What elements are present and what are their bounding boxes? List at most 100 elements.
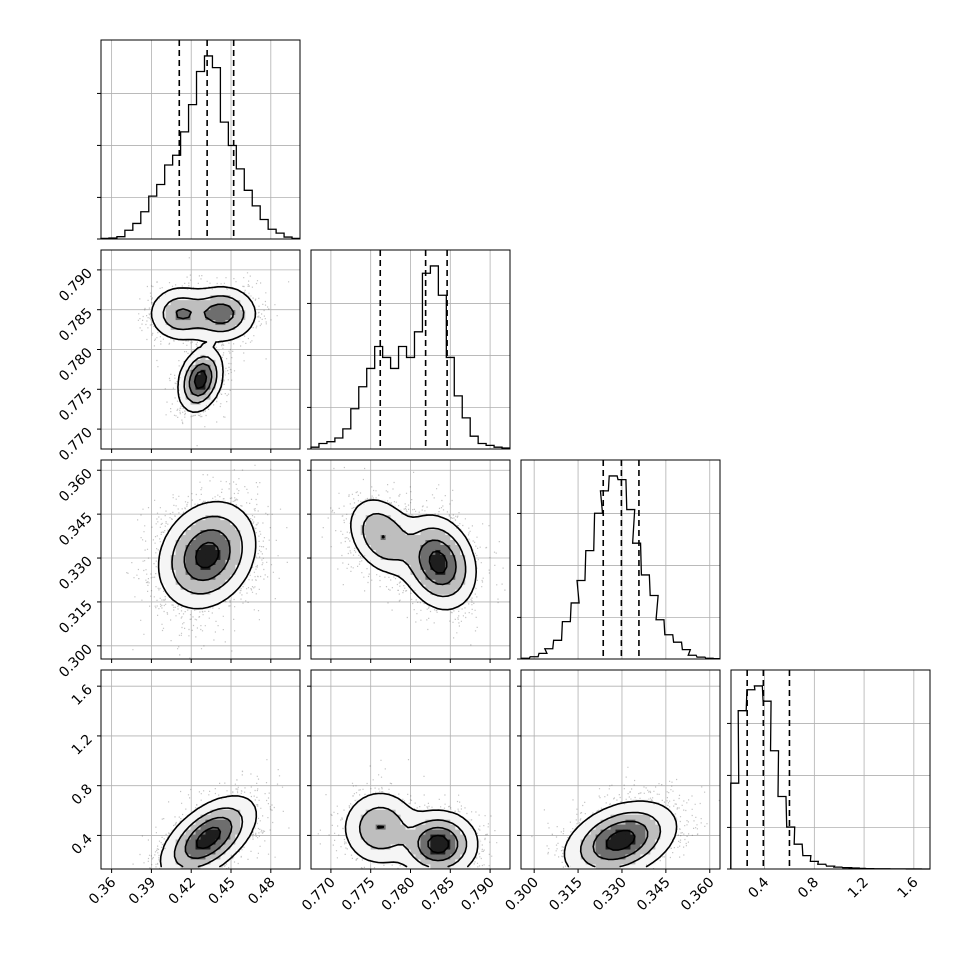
- density-cell: [435, 514, 441, 521]
- density-cell: [425, 519, 431, 526]
- density-cell: [230, 829, 236, 835]
- density-cell: [195, 549, 201, 555]
- density-cell: [420, 519, 426, 526]
- density-cell: [205, 819, 211, 825]
- density-cell: [240, 534, 246, 541]
- density-cell: [350, 819, 357, 825]
- density-cell: [465, 579, 471, 585]
- density-cell: [440, 824, 446, 830]
- y-tick-label-3-2: 1.2: [69, 731, 96, 758]
- density-cell: [400, 819, 406, 825]
- density-cell: [225, 504, 231, 511]
- density-cell: [645, 854, 651, 860]
- density-cell: [435, 569, 441, 575]
- density-cell: [240, 294, 246, 301]
- density-cell: [635, 834, 641, 840]
- density-cell: [190, 394, 196, 400]
- density-cell: [220, 544, 226, 550]
- density-cell: [180, 824, 186, 830]
- histogram-2: [520, 475, 720, 660]
- density-cell: [160, 299, 167, 306]
- density-cell: [210, 799, 216, 805]
- density-cell: [430, 569, 436, 575]
- density-cell: [445, 599, 451, 605]
- density-cell: [580, 864, 587, 869]
- density-cell: [175, 334, 182, 340]
- density-cell: [455, 549, 461, 555]
- density-cell: [655, 834, 661, 840]
- density-cell: [185, 374, 191, 380]
- density-cell: [225, 584, 231, 590]
- density-cell: [225, 809, 231, 815]
- density-cell: [175, 329, 182, 335]
- density-cell: [360, 514, 367, 521]
- density-cell: [235, 829, 241, 835]
- density-cell: [415, 819, 421, 825]
- density-cell: [595, 824, 602, 830]
- density-cell: [210, 364, 216, 370]
- density-cell: [430, 819, 436, 825]
- density-cell: [205, 859, 211, 865]
- density-cell: [195, 544, 201, 550]
- density-cell: [180, 304, 186, 311]
- density-cell: [235, 309, 241, 316]
- density-cell: [225, 849, 231, 855]
- density-cell: [420, 554, 426, 560]
- density-cell: [210, 504, 216, 511]
- density-cell: [215, 374, 221, 380]
- density-cell: [460, 554, 466, 560]
- density-cell: [210, 599, 216, 605]
- density-cell: [195, 519, 201, 526]
- density-cell: [415, 849, 421, 855]
- density-cell: [215, 324, 221, 331]
- density-cell: [620, 854, 626, 860]
- density-cell: [215, 804, 221, 810]
- density-cell: [375, 514, 382, 521]
- density-cell: [390, 849, 396, 855]
- density-cell: [205, 549, 211, 555]
- density-cell: [195, 319, 201, 326]
- density-cell: [215, 559, 221, 565]
- density-cell: [610, 834, 616, 840]
- density-cell: [615, 824, 621, 830]
- density-cell: [460, 834, 466, 840]
- density-cell: [375, 499, 382, 506]
- density-cell: [200, 534, 206, 541]
- density-cell: [405, 574, 411, 580]
- density-cell: [350, 834, 357, 840]
- density-cell: [245, 569, 251, 575]
- density-cell: [245, 529, 251, 536]
- density-cell: [230, 334, 236, 340]
- density-cell: [600, 819, 606, 825]
- density-cell: [410, 574, 416, 580]
- density-cell: [180, 314, 186, 321]
- density-cell: [405, 854, 411, 860]
- density-cell: [400, 564, 406, 570]
- density-cell: [225, 519, 231, 526]
- density-cell: [615, 809, 621, 815]
- density-cell: [385, 549, 392, 555]
- scatter-frame-3-0: [100, 669, 301, 870]
- x-tick-label-0-0: 0.36: [86, 874, 119, 907]
- density-cell: [660, 814, 666, 820]
- density-cell: [210, 394, 216, 400]
- x-tick-label-3-0: 0.4: [745, 874, 772, 901]
- density-cell: [205, 834, 211, 840]
- density-cell: [205, 829, 211, 835]
- density-cell: [435, 854, 441, 860]
- density-cell: [180, 299, 186, 306]
- density-cell: [625, 854, 631, 860]
- density-cell: [655, 849, 661, 855]
- density-cell: [660, 849, 666, 855]
- density-cell: [175, 539, 182, 545]
- density-cell: [180, 589, 186, 595]
- density-cell: [185, 379, 191, 385]
- density-cell: [215, 384, 221, 390]
- density-cell: [205, 504, 211, 511]
- density-cell: [465, 574, 471, 580]
- density-cell: [425, 579, 431, 585]
- density-cell: [195, 359, 201, 365]
- density-cell: [180, 399, 186, 405]
- density-cell: [620, 824, 626, 830]
- density-cell: [240, 559, 246, 565]
